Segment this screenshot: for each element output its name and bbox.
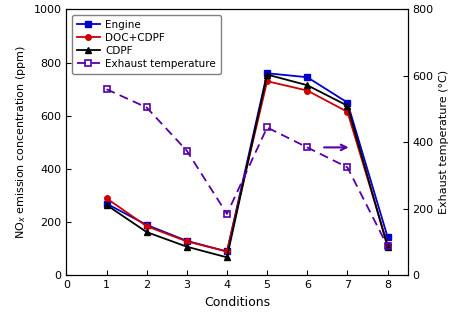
X-axis label: Conditions: Conditions <box>204 296 270 309</box>
Y-axis label: NO$_x$ emission concentration (ppm): NO$_x$ emission concentration (ppm) <box>14 45 28 239</box>
Legend: Engine, DOC+CDPF, CDPF, Exhaust temperature: Engine, DOC+CDPF, CDPF, Exhaust temperat… <box>72 15 221 74</box>
Y-axis label: Exhaust temperature (°C): Exhaust temperature (°C) <box>439 70 449 214</box>
